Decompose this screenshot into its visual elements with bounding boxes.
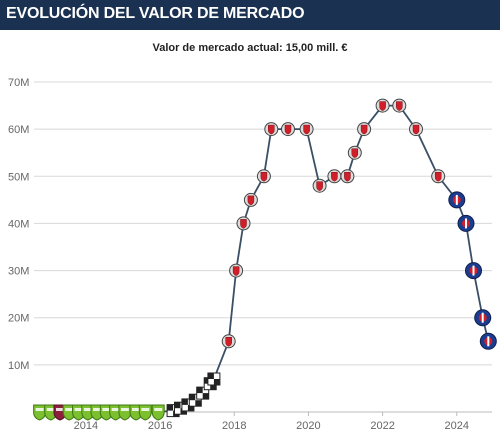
data-point[interactable] <box>229 263 244 278</box>
y-tick-label: 30M <box>8 266 29 278</box>
x-tick-label: 2024 <box>445 420 469 432</box>
data-point[interactable] <box>236 216 251 231</box>
data-point[interactable] <box>457 214 475 232</box>
data-point[interactable] <box>221 334 236 349</box>
y-tick-label: 60M <box>8 124 29 136</box>
data-point[interactable] <box>479 332 497 350</box>
y-tick-label: 10M <box>8 360 29 372</box>
y-tick-label: 50M <box>8 171 29 183</box>
data-point[interactable] <box>357 122 372 137</box>
data-point[interactable] <box>375 98 390 113</box>
data-point[interactable] <box>392 98 407 113</box>
current-market-value: Valor de mercado actual: 15,00 mill. € <box>152 42 348 54</box>
data-point[interactable] <box>340 169 355 184</box>
data-point[interactable] <box>151 404 165 421</box>
chart-header: EVOLUCIÓN DEL VALOR DE MERCADO <box>0 0 500 30</box>
x-axis-ticks: 2014 2016 2018 2020 2022 2024 <box>74 412 469 432</box>
data-point[interactable] <box>409 122 423 137</box>
data-point[interactable] <box>474 309 492 327</box>
y-tick-label: 40M <box>8 218 29 230</box>
data-point[interactable] <box>347 145 362 160</box>
y-tick-label: 20M <box>8 313 29 325</box>
y-tick-label: 70M <box>8 77 29 89</box>
y-axis-ticks: 10M 20M 30M 40M 50M 60M 70M <box>8 77 29 372</box>
data-point[interactable] <box>264 122 279 137</box>
data-point[interactable] <box>256 169 271 184</box>
data-point[interactable] <box>207 372 221 386</box>
data-point[interactable] <box>118 404 132 421</box>
data-point[interactable] <box>299 122 314 137</box>
data-point[interactable] <box>327 169 342 184</box>
chart-title: EVOLUCIÓN DEL VALOR DE MERCADO <box>6 5 305 22</box>
x-tick-label: 2018 <box>222 420 246 432</box>
data-point[interactable] <box>465 262 482 280</box>
value-markers <box>33 98 497 421</box>
series-line <box>39 104 490 413</box>
data-point[interactable] <box>33 404 47 421</box>
x-tick-label: 2020 <box>296 420 320 432</box>
data-point[interactable] <box>448 191 466 209</box>
value-line <box>39 104 490 413</box>
x-tick-label: 2022 <box>370 420 394 432</box>
data-point[interactable] <box>243 192 258 207</box>
data-point[interactable] <box>281 122 295 137</box>
data-point[interactable] <box>431 169 446 184</box>
x-tick-label: 2014 <box>74 420 98 432</box>
grid-lines <box>34 81 492 413</box>
data-point[interactable] <box>312 178 327 193</box>
x-tick-label: 2016 <box>148 420 172 432</box>
data-point[interactable] <box>138 404 152 421</box>
